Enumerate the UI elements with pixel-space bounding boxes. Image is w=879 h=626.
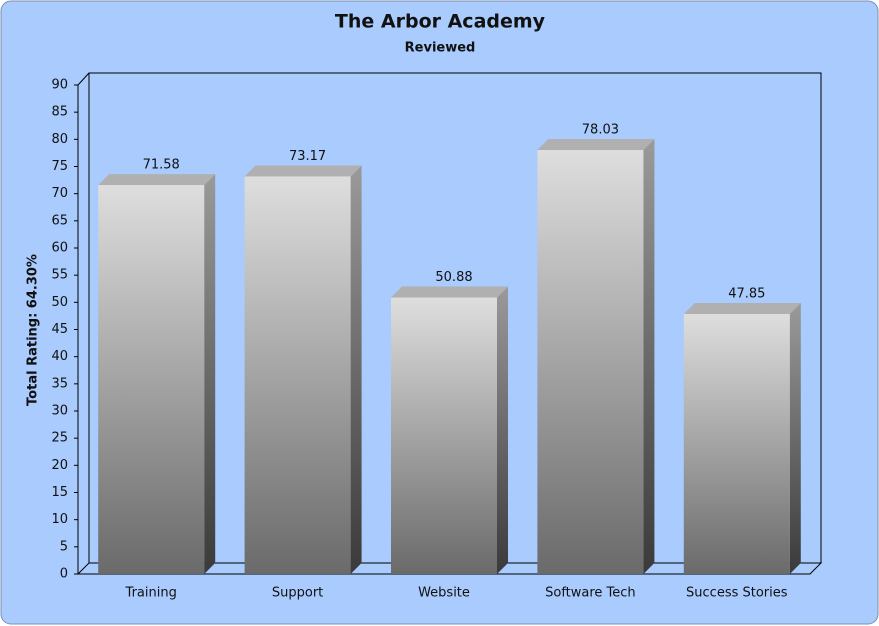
y-tick-label: 90	[51, 78, 68, 93]
y-tick-label: 0	[60, 567, 68, 582]
x-tick-label: Success Stories	[686, 586, 788, 601]
bar	[683, 314, 790, 574]
bar	[391, 297, 497, 574]
bar-side	[350, 165, 362, 574]
y-tick-label: 70	[51, 186, 68, 201]
y-tick-label: 15	[51, 485, 68, 500]
bar-side	[497, 286, 508, 574]
y-tick-label: 55	[51, 268, 68, 283]
y-tick-label: 85	[51, 105, 68, 120]
y-tick-label: 80	[51, 132, 68, 147]
bar-top	[391, 286, 508, 298]
value-label: 73.17	[289, 149, 326, 164]
y-tick-label: 10	[51, 512, 68, 527]
value-label: 71.58	[143, 158, 180, 173]
y-tick-label: 35	[51, 376, 68, 391]
bar	[537, 150, 644, 575]
y-tick-label: 30	[51, 404, 68, 419]
y-tick-label: 60	[51, 241, 68, 256]
bar-side	[204, 174, 216, 574]
chart-subtitle: Reviewed	[405, 41, 476, 56]
y-tick-label: 5	[60, 539, 68, 554]
y-tick-label: 45	[51, 322, 68, 337]
y-tick-label: 50	[51, 295, 68, 310]
y-tick-label: 40	[51, 349, 68, 364]
bar	[98, 185, 205, 574]
x-tick-label: Website	[418, 586, 470, 601]
bar-top	[244, 165, 362, 177]
y-tick-label: 20	[51, 458, 68, 473]
x-tick-label: Software Tech	[545, 586, 636, 601]
bar	[244, 176, 351, 574]
bar-side	[789, 303, 801, 574]
bar-side	[643, 139, 655, 575]
value-label: 47.85	[728, 287, 765, 302]
value-label: 50.88	[435, 270, 472, 285]
bar-top	[98, 174, 216, 186]
y-axis-label: Total Rating: 64.30%	[26, 254, 41, 406]
y-tick-label: 75	[51, 159, 68, 174]
value-label: 78.03	[582, 123, 619, 138]
x-tick-label: Training	[125, 586, 177, 601]
y-tick-label: 25	[51, 431, 68, 446]
y-tick-label: 65	[51, 213, 68, 228]
chart-title: The Arbor Academy	[335, 11, 546, 33]
bar-top	[683, 303, 801, 315]
x-tick-label: Support	[272, 586, 323, 601]
bar-top	[537, 139, 655, 151]
